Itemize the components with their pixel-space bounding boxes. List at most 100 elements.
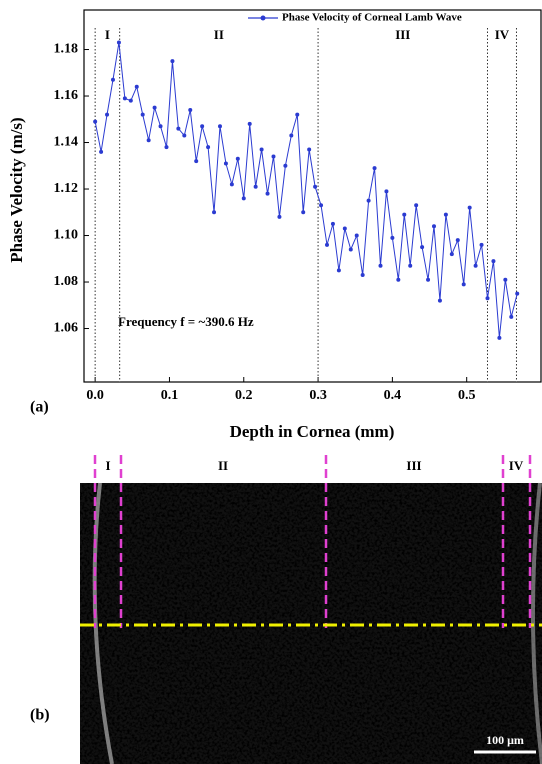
data-point bbox=[455, 238, 460, 243]
data-point bbox=[110, 77, 115, 82]
data-point bbox=[420, 245, 425, 250]
data-point bbox=[509, 314, 514, 319]
data-point bbox=[200, 124, 205, 129]
data-point bbox=[277, 214, 282, 219]
data-point bbox=[479, 242, 484, 247]
image-region-label: IV bbox=[509, 458, 524, 473]
data-point bbox=[152, 105, 157, 110]
speckle bbox=[80, 483, 542, 764]
y-tick-label: 1.18 bbox=[54, 42, 79, 57]
data-point bbox=[390, 235, 395, 240]
data-point bbox=[384, 189, 389, 194]
data-point bbox=[497, 335, 502, 340]
data-point bbox=[93, 119, 98, 124]
data-point bbox=[217, 124, 222, 129]
data-point bbox=[378, 263, 383, 268]
data-point bbox=[176, 126, 181, 131]
data-point bbox=[515, 291, 520, 296]
data-point bbox=[503, 277, 508, 282]
data-point bbox=[116, 40, 121, 45]
data-point bbox=[122, 96, 127, 101]
data-point bbox=[223, 161, 228, 166]
data-point bbox=[336, 268, 341, 273]
image-region-label: III bbox=[406, 458, 421, 473]
data-point bbox=[360, 273, 365, 278]
data-point bbox=[241, 196, 246, 201]
x-axis-title: Depth in Cornea (mm) bbox=[230, 422, 395, 441]
data-point bbox=[449, 252, 454, 257]
data-point bbox=[158, 124, 163, 129]
data-point bbox=[437, 298, 442, 303]
legend-label: Phase Velocity of Corneal Lamb Wave bbox=[282, 12, 462, 24]
x-tick-label: 0.0 bbox=[86, 388, 104, 403]
data-point bbox=[134, 84, 139, 89]
data-point bbox=[253, 184, 258, 189]
data-point bbox=[206, 145, 211, 150]
y-tick-label: 1.16 bbox=[54, 88, 79, 103]
data-point bbox=[194, 159, 199, 164]
y-axis-title: Phase Velocity (m/s) bbox=[7, 117, 26, 262]
annotation: Frequency f = ~390.6 Hz bbox=[118, 314, 254, 329]
data-point bbox=[182, 133, 187, 138]
data-point bbox=[146, 138, 151, 143]
y-tick-label: 1.06 bbox=[54, 321, 79, 336]
data-point bbox=[408, 263, 413, 268]
image-region-label: I bbox=[105, 458, 110, 473]
image-region-label: II bbox=[218, 458, 228, 473]
data-point bbox=[461, 282, 466, 287]
data-point bbox=[467, 205, 472, 210]
data-point bbox=[426, 277, 431, 282]
data-point bbox=[366, 198, 371, 203]
series-line bbox=[94, 42, 518, 338]
x-tick-label: 0.4 bbox=[384, 388, 402, 403]
data-point bbox=[396, 277, 401, 282]
data-point bbox=[307, 147, 312, 152]
oct-image: 100 μm bbox=[80, 455, 542, 764]
y-tick-label: 1.08 bbox=[54, 274, 79, 289]
y-tick-label: 1.14 bbox=[54, 135, 79, 150]
x-tick-label: 0.2 bbox=[235, 388, 253, 403]
data-point bbox=[354, 233, 359, 238]
data-point bbox=[99, 149, 104, 154]
data-point bbox=[313, 184, 318, 189]
data-point bbox=[301, 210, 306, 215]
panel-label: (b) bbox=[30, 707, 50, 724]
data-point bbox=[402, 212, 407, 217]
data-point bbox=[164, 145, 169, 150]
data-point bbox=[348, 247, 353, 252]
panel-label: (a) bbox=[30, 399, 49, 416]
data-point bbox=[414, 203, 419, 208]
data-point bbox=[485, 296, 490, 301]
x-tick-label: 0.5 bbox=[458, 388, 476, 403]
region-label: II bbox=[214, 27, 224, 42]
region-label: IV bbox=[495, 27, 510, 42]
data-point bbox=[212, 210, 217, 215]
data-point bbox=[342, 226, 347, 231]
x-tick-label: 0.1 bbox=[161, 388, 179, 403]
data-point bbox=[128, 98, 133, 103]
data-point bbox=[271, 154, 276, 159]
data-point bbox=[235, 156, 240, 161]
anterior-surface bbox=[92, 482, 114, 764]
data-point bbox=[265, 191, 270, 196]
data-point bbox=[372, 166, 377, 171]
y-tick-label: 1.12 bbox=[54, 181, 79, 196]
data-point bbox=[443, 212, 448, 217]
posterior-surface bbox=[530, 482, 542, 764]
data-point bbox=[170, 59, 175, 64]
plot-frame bbox=[83, 9, 542, 383]
data-point bbox=[259, 147, 264, 152]
data-point bbox=[229, 182, 234, 187]
region-dividers bbox=[93, 455, 532, 628]
legend-marker bbox=[260, 15, 266, 21]
data-point bbox=[105, 112, 110, 117]
data-point bbox=[295, 112, 300, 117]
data-point bbox=[324, 242, 329, 247]
data-point bbox=[283, 163, 288, 168]
data-point bbox=[431, 224, 436, 229]
data-point bbox=[289, 133, 294, 138]
data-point bbox=[473, 263, 478, 268]
data-point bbox=[140, 112, 145, 117]
data-point bbox=[188, 107, 193, 112]
y-tick-label: 1.10 bbox=[54, 228, 79, 243]
